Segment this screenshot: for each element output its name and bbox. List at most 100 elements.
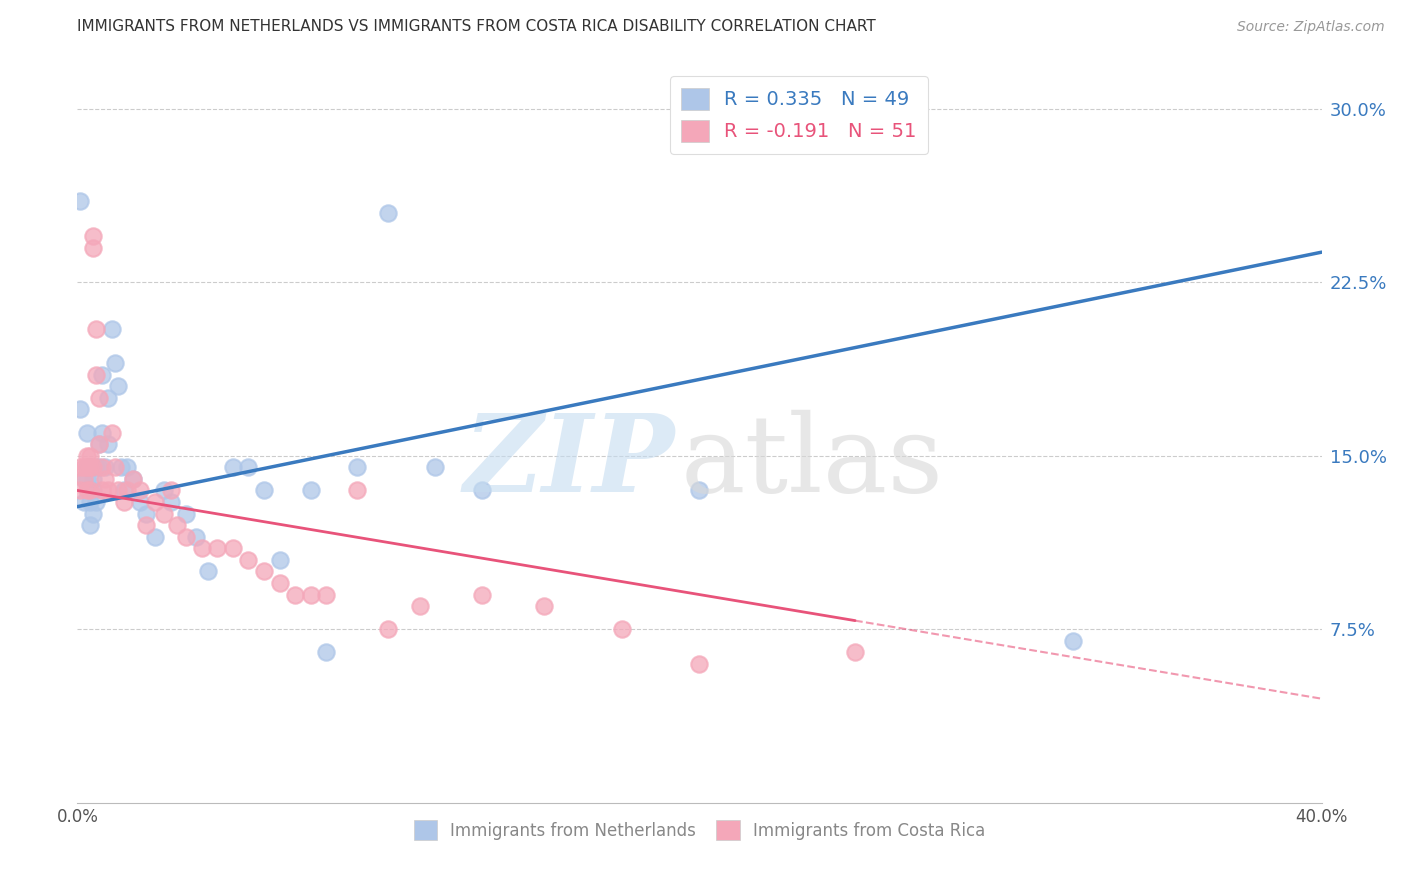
Point — [84, 495, 107, 509]
Point — [143, 495, 166, 509]
Point — [87, 437, 110, 451]
Point — [104, 356, 127, 370]
Text: atlas: atlas — [681, 409, 943, 515]
Point — [159, 483, 181, 498]
Point — [153, 507, 176, 521]
Point — [69, 460, 91, 475]
Point — [238, 460, 260, 475]
Point — [97, 483, 120, 498]
Point — [128, 483, 150, 498]
Point — [72, 495, 94, 509]
Point — [84, 321, 107, 335]
Point — [112, 483, 135, 498]
Point — [253, 565, 276, 579]
Point — [610, 622, 633, 636]
Point — [100, 425, 122, 440]
Legend: Immigrants from Netherlands, Immigrants from Costa Rica: Immigrants from Netherlands, Immigrants … — [408, 814, 991, 847]
Point — [87, 391, 110, 405]
Point — [76, 483, 98, 498]
Point — [84, 368, 107, 382]
Point — [91, 368, 114, 382]
Point — [94, 460, 117, 475]
Point — [79, 449, 101, 463]
Point — [110, 460, 132, 475]
Point — [107, 379, 129, 393]
Point — [143, 530, 166, 544]
Point — [112, 495, 135, 509]
Point — [174, 530, 197, 544]
Point — [69, 483, 91, 498]
Point — [76, 460, 98, 475]
Point — [72, 472, 94, 486]
Point — [82, 229, 104, 244]
Point — [377, 206, 399, 220]
Point — [315, 588, 337, 602]
Point — [76, 425, 98, 440]
Point — [84, 460, 107, 475]
Point — [190, 541, 214, 556]
Point — [253, 483, 276, 498]
Point — [174, 507, 197, 521]
Point — [197, 565, 219, 579]
Text: Source: ZipAtlas.com: Source: ZipAtlas.com — [1237, 21, 1385, 34]
Point — [91, 460, 114, 475]
Point — [69, 402, 91, 417]
Point — [844, 645, 866, 659]
Point — [346, 483, 368, 498]
Point — [82, 483, 104, 498]
Point — [689, 483, 711, 498]
Point — [269, 576, 291, 591]
Point — [115, 483, 138, 498]
Point — [166, 518, 188, 533]
Point — [107, 483, 129, 498]
Point — [135, 507, 157, 521]
Point — [94, 472, 117, 486]
Point — [76, 472, 98, 486]
Point — [207, 541, 229, 556]
Point — [115, 460, 138, 475]
Point — [122, 472, 145, 486]
Point — [82, 240, 104, 255]
Point — [408, 599, 430, 614]
Point — [159, 495, 181, 509]
Point — [79, 518, 101, 533]
Point — [122, 472, 145, 486]
Point — [69, 194, 91, 209]
Point — [91, 425, 114, 440]
Point — [423, 460, 446, 475]
Point — [82, 460, 104, 475]
Point — [284, 588, 307, 602]
Point — [76, 460, 98, 475]
Point — [135, 518, 157, 533]
Point — [269, 553, 291, 567]
Point — [299, 588, 322, 602]
Point — [91, 483, 114, 498]
Point — [377, 622, 399, 636]
Point — [315, 645, 337, 659]
Point — [689, 657, 711, 671]
Point — [72, 472, 94, 486]
Point — [79, 460, 101, 475]
Point — [79, 483, 101, 498]
Point — [82, 507, 104, 521]
Point — [76, 449, 98, 463]
Point — [79, 495, 101, 509]
Text: ZIP: ZIP — [463, 409, 675, 516]
Point — [153, 483, 176, 498]
Point — [471, 588, 494, 602]
Text: IMMIGRANTS FROM NETHERLANDS VS IMMIGRANTS FROM COSTA RICA DISABILITY CORRELATION: IMMIGRANTS FROM NETHERLANDS VS IMMIGRANT… — [77, 20, 876, 34]
Point — [184, 530, 207, 544]
Point — [238, 553, 260, 567]
Point — [299, 483, 322, 498]
Point — [104, 460, 127, 475]
Point — [471, 483, 494, 498]
Point — [82, 472, 104, 486]
Point — [346, 460, 368, 475]
Point — [533, 599, 555, 614]
Point — [87, 437, 110, 451]
Point — [72, 460, 94, 475]
Point — [79, 460, 101, 475]
Point — [97, 391, 120, 405]
Point — [87, 460, 110, 475]
Point — [222, 541, 245, 556]
